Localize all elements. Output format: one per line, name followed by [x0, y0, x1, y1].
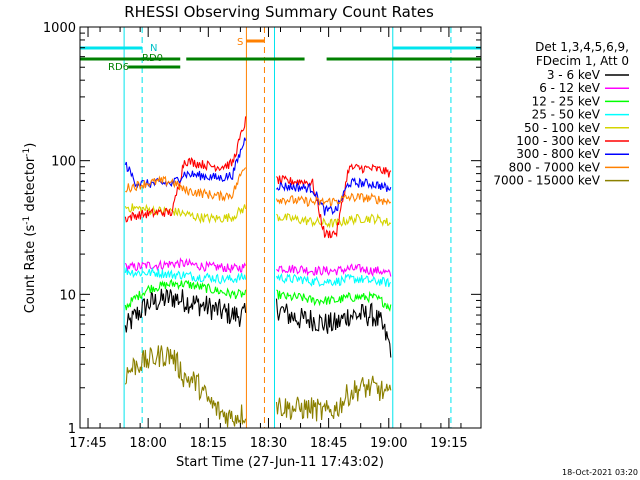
flag-label-s: S: [237, 37, 243, 48]
legend-label-5: 100 - 300 keV: [516, 134, 600, 148]
legend-label-2: 12 - 25 keV: [532, 94, 601, 108]
x-axis: 17:45 18:00 18:15 18:30 18:45 19:00 19:15: [69, 27, 468, 451]
legend-label-3: 25 - 50 keV: [532, 108, 601, 122]
series-line-5-segment-1: [276, 163, 392, 239]
x-tick-label-0: 17:45: [69, 436, 106, 451]
footer-timestamp: 18-Oct-2021 03:20: [562, 468, 638, 477]
flag-label-rd6: RD6: [108, 62, 129, 73]
x-tick-label-5: 19:00: [370, 436, 407, 451]
y-tick-label-0: 1: [68, 422, 76, 437]
series-line-1-segment-1: [276, 263, 392, 278]
legend-label-4: 50 - 100 keV: [524, 121, 601, 135]
y-axis-label-exp2: -1: [22, 148, 32, 157]
legend-label-6: 300 - 800 keV: [516, 147, 600, 161]
flag-label-rd0: RD0: [142, 53, 163, 64]
y-axis-label-exp1: -1: [22, 216, 32, 225]
y-axis: 1 10 100 1000: [43, 21, 481, 437]
y-tick-label-1: 10: [59, 288, 76, 303]
x-axis-label: Start Time (27-Jun-11 17:43:02): [176, 455, 384, 470]
series-line-5-segment-0: [124, 116, 247, 223]
chart-title: RHESSI Observing Summary Count Rates: [124, 3, 434, 21]
series-line-3-segment-1: [275, 272, 392, 288]
series-line-7-segment-1: [275, 192, 392, 207]
x-tick-label-4: 18:45: [310, 436, 347, 451]
y-axis-label-end: ): [23, 143, 38, 148]
series-line-0-segment-0: [124, 288, 247, 333]
x-tick-label-3: 18:30: [250, 436, 287, 451]
legend-label-7: 800 - 7000 keV: [509, 160, 601, 174]
series-line-0-segment-1: [275, 298, 392, 358]
series-line-2-segment-0: [124, 278, 247, 311]
x-tick-label-2: 18:15: [190, 436, 227, 451]
flag-label-n: N: [150, 43, 157, 54]
series-line-8-segment-0: [124, 345, 247, 428]
y-tick-label-3: 1000: [43, 21, 76, 36]
y-axis-label-mid: detector: [23, 156, 38, 216]
legend-header-decimation: FDecim 1, Att 0: [536, 54, 629, 68]
series-line-4-segment-0: [124, 203, 247, 225]
x-tick-label-6: 19:15: [430, 436, 467, 451]
x-tick-label-1: 18:00: [129, 436, 166, 451]
series-line-7-segment-0: [125, 167, 247, 202]
y-axis-label-main: Count Rate (s: [23, 225, 38, 314]
series-line-1-segment-0: [124, 257, 247, 273]
y-axis-label: Count Rate (s-1 detector-1): [22, 143, 38, 314]
legend-label-1: 6 - 12 keV: [539, 81, 601, 95]
series-line-3-segment-0: [124, 266, 247, 285]
legend-header-detectors: Det 1,3,4,5,6,9,: [535, 40, 629, 54]
series-line-4-segment-1: [276, 213, 392, 229]
legend: Det 1,3,4,5,6,9, FDecim 1, Att 0 3 - 6 k…: [493, 40, 629, 188]
legend-label-0: 3 - 6 keV: [547, 68, 601, 82]
series-line-8-segment-1: [275, 375, 392, 422]
series-line-2-segment-1: [276, 289, 392, 312]
legend-label-8: 7000 - 15000 keV: [493, 174, 600, 188]
y-tick-label-2: 100: [51, 155, 76, 170]
series-line-6-segment-1: [276, 177, 392, 216]
